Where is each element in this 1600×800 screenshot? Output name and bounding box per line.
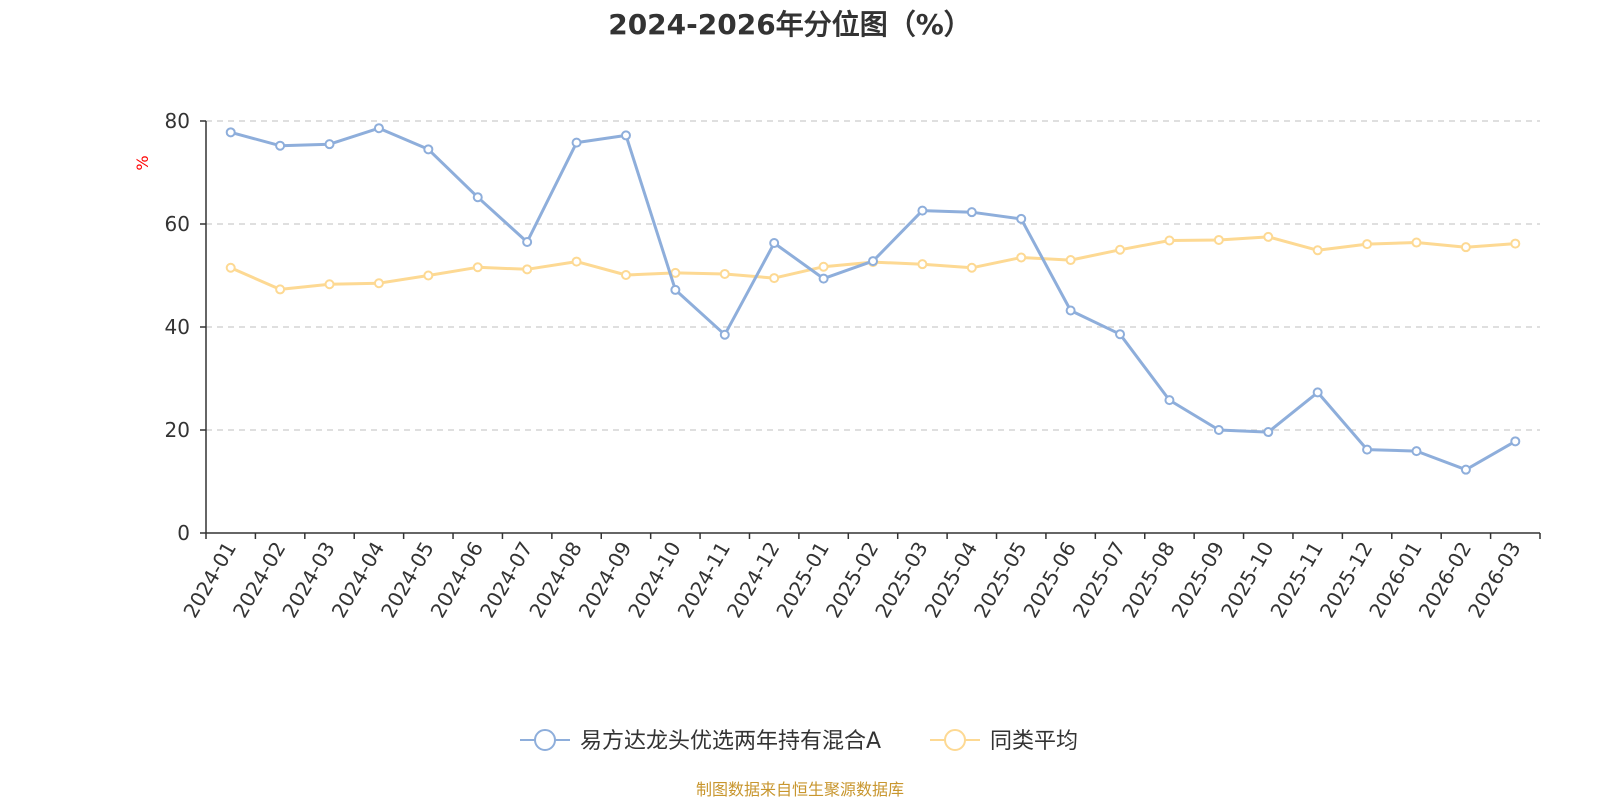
data-point[interactable]	[1213, 234, 1224, 245]
y-tick-label: 80	[165, 109, 190, 133]
grid-lines	[206, 120, 1540, 431]
y-tick-label: 20	[165, 418, 190, 442]
data-point[interactable]	[373, 123, 384, 134]
data-point[interactable]	[1263, 231, 1274, 242]
data-point[interactable]	[275, 284, 286, 295]
data-point[interactable]	[1460, 242, 1471, 253]
data-point[interactable]	[225, 262, 236, 273]
y-tick-labels: 0 20 40 60 80	[165, 109, 206, 545]
data-point[interactable]	[324, 279, 335, 290]
data-point[interactable]	[423, 144, 434, 155]
data-point[interactable]	[1213, 425, 1224, 435]
data-point[interactable]	[670, 267, 681, 278]
data-point[interactable]	[1115, 329, 1126, 340]
data-point[interactable]	[225, 127, 236, 138]
y-tick-label: 0	[177, 521, 190, 545]
data-point[interactable]	[522, 264, 533, 275]
data-point[interactable]	[423, 270, 434, 281]
series-lines	[225, 123, 1521, 475]
data-source-note: 制图数据来自恒生聚源数据库	[696, 780, 904, 799]
data-point[interactable]	[818, 273, 829, 284]
legend[interactable]: 易方达龙头优选两年持有混合A 同类平均	[520, 729, 1078, 754]
legend-label: 同类平均	[990, 729, 1078, 754]
data-point[interactable]	[324, 139, 335, 150]
data-point[interactable]	[670, 284, 681, 295]
data-point[interactable]	[719, 268, 730, 279]
data-point[interactable]	[719, 329, 730, 340]
y-tick-label: 60	[165, 212, 190, 236]
data-point[interactable]	[966, 262, 977, 273]
data-point[interactable]	[1065, 255, 1076, 266]
data-point[interactable]	[769, 273, 780, 284]
data-point[interactable]	[1016, 252, 1027, 263]
legend-marker-icon	[944, 729, 966, 751]
y-axis-unit-label: %	[133, 155, 152, 170]
data-point[interactable]	[917, 259, 928, 270]
series-line	[230, 126, 1517, 472]
data-point[interactable]	[1510, 436, 1521, 447]
data-point[interactable]	[769, 238, 780, 249]
data-point[interactable]	[966, 207, 977, 218]
series-group	[225, 123, 1521, 475]
data-point[interactable]	[1362, 444, 1373, 455]
data-point[interactable]	[620, 130, 631, 141]
data-point[interactable]	[1312, 245, 1323, 256]
y-tick-label: 40	[165, 315, 190, 339]
data-point[interactable]	[917, 205, 928, 216]
chart-title: 2024-2026年分位图（%）	[608, 8, 972, 41]
data-point[interactable]	[571, 256, 582, 267]
legend-label: 易方达龙头优选两年持有混合A	[580, 729, 881, 754]
data-point[interactable]	[472, 262, 483, 273]
data-point[interactable]	[1411, 237, 1422, 248]
data-point[interactable]	[1312, 387, 1323, 398]
data-point[interactable]	[1460, 464, 1471, 475]
data-point[interactable]	[1411, 446, 1422, 457]
data-point[interactable]	[1362, 239, 1373, 250]
data-point[interactable]	[1016, 213, 1027, 224]
data-point[interactable]	[522, 237, 533, 248]
x-tick-labels: 2024-012024-022024-032024-042024-052024-…	[178, 533, 1541, 622]
data-point[interactable]	[1263, 427, 1274, 438]
data-point[interactable]	[868, 256, 878, 267]
data-point[interactable]	[1164, 235, 1175, 246]
data-point[interactable]	[1164, 395, 1175, 406]
data-point[interactable]	[571, 137, 582, 148]
data-point[interactable]	[373, 278, 384, 289]
data-point[interactable]	[818, 261, 829, 272]
legend-marker-icon	[534, 729, 556, 751]
data-point[interactable]	[1065, 305, 1076, 316]
legend-item[interactable]: 同类平均	[930, 729, 1078, 754]
data-point[interactable]	[472, 192, 483, 203]
data-point[interactable]	[275, 140, 286, 151]
legend-item[interactable]: 易方达龙头优选两年持有混合A	[520, 729, 881, 754]
data-point[interactable]	[1115, 244, 1126, 255]
data-point[interactable]	[620, 269, 631, 280]
data-point[interactable]	[1510, 238, 1521, 249]
